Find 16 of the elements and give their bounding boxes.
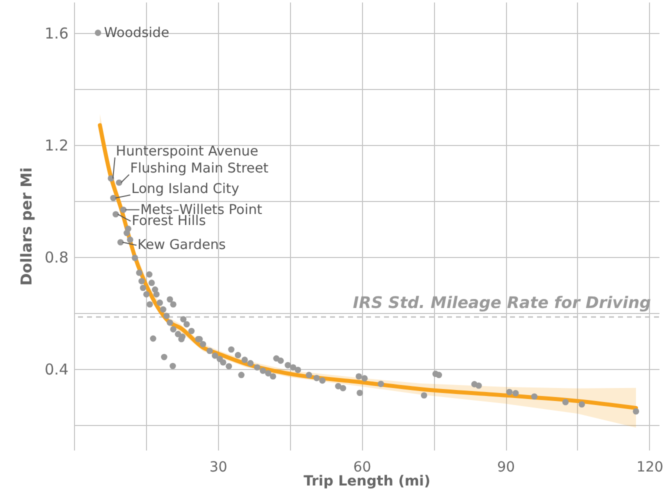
annotation: Hunterspoint Avenue (116, 143, 258, 160)
y-axis-title: Dollars per Mi (18, 167, 36, 286)
y-tick-label: 0.8 (44, 248, 68, 266)
annotation: Woodside (104, 24, 170, 41)
annotation: Flushing Main Street (130, 160, 268, 177)
annotation: Kew Gardens (138, 237, 226, 254)
ref-line-label: IRS Std. Mileage Rate for Driving (352, 293, 651, 312)
x-tick-label: 120 (636, 460, 663, 476)
y-tick-label: 1.6 (44, 24, 68, 42)
annotation: Long Island City (131, 181, 240, 197)
x-axis-title: Trip Length (mi) (304, 474, 430, 490)
x-tick-label: 90 (497, 460, 515, 476)
x-tick-label: 30 (209, 460, 228, 476)
y-tick-label: 1.2 (44, 136, 68, 154)
y-tick-label: 0.4 (44, 360, 68, 378)
x-tick-label: 60 (353, 460, 372, 476)
